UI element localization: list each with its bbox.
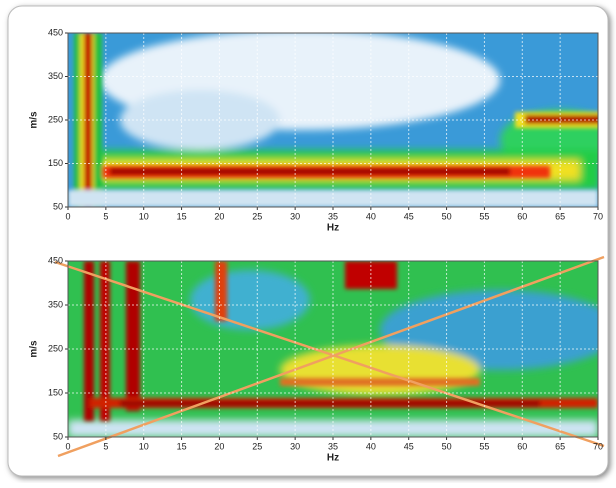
- x-tick-label: 65: [555, 441, 565, 451]
- screen: 0510152025303540455055606570501502503504…: [0, 0, 616, 483]
- x-tick-label: 20: [214, 211, 224, 221]
- x-tick-label: 30: [290, 211, 300, 221]
- y-tick-label: 150: [48, 387, 63, 397]
- x-tick-label: 70: [593, 441, 603, 451]
- x-axis-label: Hz: [327, 453, 339, 464]
- x-tick-label: 15: [177, 441, 187, 451]
- x-tick-label: 40: [366, 211, 376, 221]
- x-tick-label: 50: [442, 211, 452, 221]
- y-tick-label: 50: [53, 201, 63, 211]
- x-tick-label: 10: [139, 441, 149, 451]
- x-tick-label: 40: [366, 441, 376, 451]
- x-tick-label: 65: [555, 211, 565, 221]
- x-tick-label: 55: [479, 211, 489, 221]
- x-tick-label: 25: [252, 211, 262, 221]
- x-tick-label: 70: [593, 211, 603, 221]
- x-tick-label: 60: [517, 441, 527, 451]
- y-tick-label: 50: [53, 431, 63, 441]
- y-tick-label: 350: [48, 299, 63, 309]
- x-tick-label: 5: [103, 441, 108, 451]
- y-tick-label: 450: [48, 27, 63, 37]
- y-tick-label: 250: [48, 343, 63, 353]
- x-tick-label: 60: [517, 211, 527, 221]
- x-tick-label: 0: [65, 441, 70, 451]
- x-axis-label: Hz: [327, 223, 339, 234]
- x-tick-label: 35: [328, 211, 338, 221]
- y-tick-label: 350: [48, 71, 63, 81]
- x-tick-label: 35: [328, 441, 338, 451]
- x-tick-label: 55: [479, 441, 489, 451]
- x-tick-label: 25: [252, 441, 262, 451]
- x-tick-label: 0: [65, 211, 70, 221]
- x-tick-label: 10: [139, 211, 149, 221]
- y-axis-label: m/s: [29, 111, 40, 129]
- y-tick-label: 450: [48, 255, 63, 265]
- y-tick-label: 150: [48, 158, 63, 168]
- x-tick-label: 20: [214, 441, 224, 451]
- x-tick-label: 30: [290, 441, 300, 451]
- heatmap-image: [68, 30, 616, 208]
- y-tick-label: 250: [48, 114, 63, 124]
- x-tick-label: 5: [103, 211, 108, 221]
- y-axis-label: m/s: [29, 340, 40, 358]
- x-tick-label: 45: [404, 211, 414, 221]
- x-tick-label: 50: [442, 441, 452, 451]
- x-tick-label: 15: [177, 211, 187, 221]
- x-tick-label: 45: [404, 441, 414, 451]
